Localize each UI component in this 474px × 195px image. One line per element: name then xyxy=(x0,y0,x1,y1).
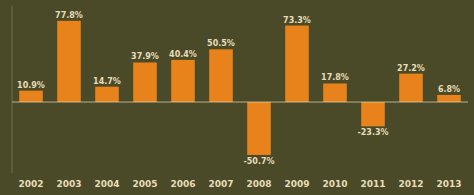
bar xyxy=(247,102,271,155)
x-tick-label: 2005 xyxy=(132,179,157,189)
x-tick-label: 2004 xyxy=(94,179,119,189)
bar xyxy=(57,21,81,102)
bar xyxy=(171,60,195,102)
data-label: 37.9% xyxy=(131,52,159,61)
bar xyxy=(95,87,119,102)
data-label: 17.8% xyxy=(321,73,349,82)
x-tick-label: 2003 xyxy=(56,179,81,189)
x-tick-label: 2013 xyxy=(436,179,461,189)
bar xyxy=(361,102,385,126)
bar xyxy=(133,62,157,102)
x-tick-label: 2007 xyxy=(208,179,233,189)
data-label: -23.3% xyxy=(357,128,388,137)
bars xyxy=(19,21,461,155)
bar xyxy=(285,26,309,103)
data-label: 10.9% xyxy=(17,81,45,90)
x-tick-label: 2010 xyxy=(322,179,347,189)
data-label: 77.8% xyxy=(55,11,83,20)
data-label: 50.5% xyxy=(207,39,235,48)
bar xyxy=(19,91,43,102)
x-tick-label: 2002 xyxy=(18,179,43,189)
x-tick-label: 2008 xyxy=(246,179,271,189)
background xyxy=(0,0,474,195)
data-label: 6.8% xyxy=(438,85,460,94)
bar xyxy=(209,49,233,102)
data-label: 40.4% xyxy=(169,50,197,59)
bar xyxy=(399,74,423,102)
y-axis-line xyxy=(12,6,13,173)
data-label: 14.7% xyxy=(93,77,121,86)
chart: 10.9% 77.8% 14.7% 37.9% 40.4% 50.5% -50.7% 73.3… xyxy=(0,0,474,195)
x-tick-label: 2012 xyxy=(398,179,423,189)
bar xyxy=(437,95,461,102)
bar xyxy=(323,83,347,102)
x-tick-label: 2011 xyxy=(360,179,385,189)
data-label: 73.3% xyxy=(283,16,311,25)
data-label: -50.7% xyxy=(243,157,274,166)
page: {"chart_data": {"type": "bar", "categori… xyxy=(0,0,474,195)
zero-line xyxy=(12,102,468,103)
x-tick-label: 2006 xyxy=(170,179,195,189)
data-label: 27.2% xyxy=(397,64,425,73)
x-tick-label: 2009 xyxy=(284,179,309,189)
